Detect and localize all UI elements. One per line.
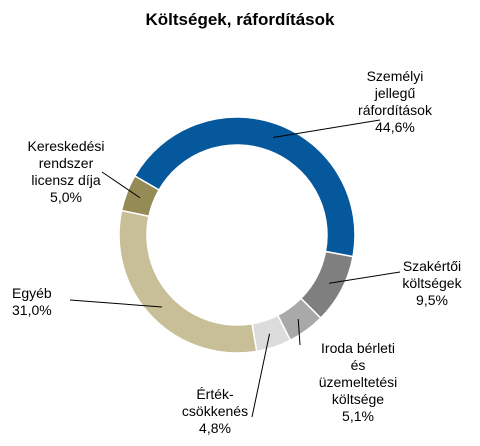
- data-label: Egyéb 31,0%: [12, 285, 52, 319]
- data-label: Szakértői költségek 9,5%: [402, 258, 461, 309]
- value-label: 5,0%: [50, 189, 82, 205]
- category-label: Iroda bérleti és üzemeltetési költsége: [318, 340, 398, 407]
- chart-title: Költségek, ráfordítások: [145, 10, 335, 29]
- leader-line: [251, 333, 271, 418]
- leader-line: [329, 271, 401, 284]
- donut-segment: [120, 174, 161, 218]
- value-label: 44,6%: [375, 119, 415, 135]
- value-label: 9,5%: [416, 292, 448, 308]
- leader-line: [272, 119, 381, 138]
- data-label: Érték- csökkenés 4,8%: [182, 386, 248, 437]
- category-label: Egyéb: [12, 285, 52, 301]
- value-label: 4,8%: [199, 420, 231, 436]
- data-label: Iroda bérleti és üzemeltetési költsége 5,…: [319, 340, 398, 425]
- leader-line: [69, 299, 162, 308]
- data-label: Személyi jellegű ráfordítások 44,6%: [358, 68, 432, 136]
- donut-segment: [118, 209, 258, 354]
- category-label: Személyi jellegű ráfordítások: [358, 68, 432, 118]
- category-label: Szakértői költségek: [402, 258, 462, 291]
- data-label: Kereskedési rendszer licensz díja 5,0%: [27, 138, 104, 206]
- category-label: Kereskedési rendszer licensz díja: [27, 138, 105, 188]
- leader-line: [297, 319, 301, 346]
- value-label: 31,0%: [12, 302, 52, 318]
- leader-line: [101, 171, 141, 199]
- value-label: 5,1%: [342, 408, 374, 424]
- category-label: Érték- csökkenés: [181, 386, 249, 419]
- donut-segment: [133, 116, 356, 258]
